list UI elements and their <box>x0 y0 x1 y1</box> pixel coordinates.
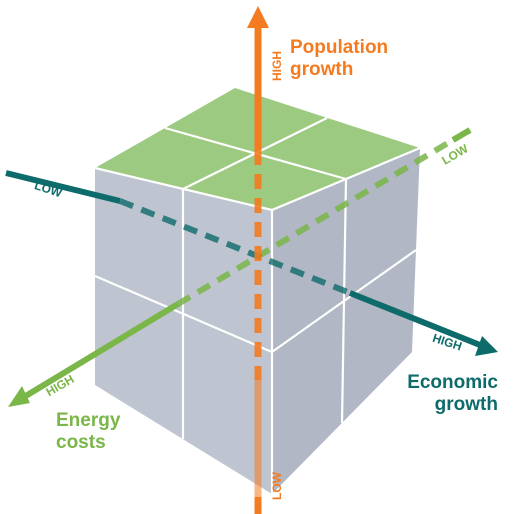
population-high-label: HIGH <box>270 51 284 81</box>
energy-axis-arrowhead <box>8 386 30 407</box>
energy-title-line1: Energy <box>56 410 121 431</box>
population-title-line1: Population <box>290 37 388 58</box>
energy-axis <box>8 127 472 407</box>
population-low-label: LOW <box>270 471 284 500</box>
cube-right-face <box>272 148 420 494</box>
economic-title-line2: growth <box>435 394 498 415</box>
population-axis <box>247 6 269 514</box>
economic-axis-arrowhead <box>475 336 498 356</box>
energy-title-line2: costs <box>56 432 106 453</box>
economic-axis <box>5 170 498 356</box>
economic-title-line1: Economic <box>407 372 498 393</box>
population-axis-arrowhead <box>247 6 269 28</box>
population-title-line2: growth <box>290 59 353 80</box>
economic-low-label: LOW <box>33 178 65 200</box>
